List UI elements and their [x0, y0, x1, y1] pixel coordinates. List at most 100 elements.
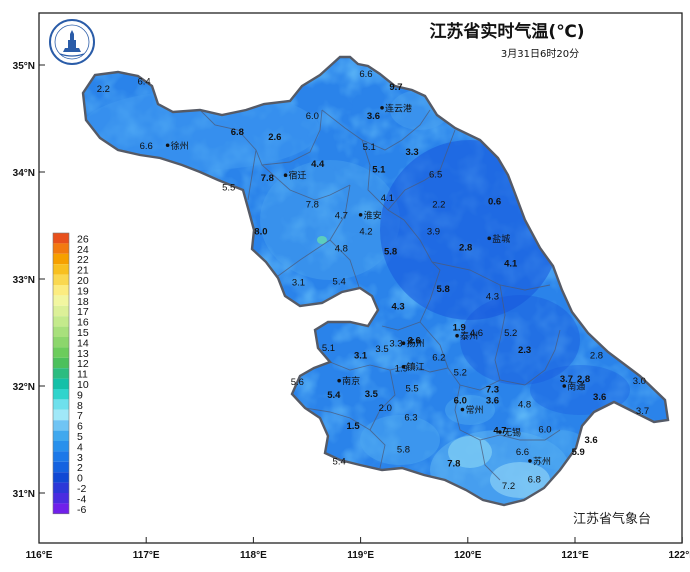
station-temperature: 3.5 — [365, 389, 379, 400]
legend-swatch — [53, 295, 69, 306]
station-temperature: 6.6 — [359, 69, 372, 80]
legend-swatch — [53, 378, 69, 389]
station-temperature: 5.4 — [333, 277, 346, 288]
legend-swatch — [53, 316, 69, 327]
station-temperature: 4.8 — [518, 400, 531, 411]
station-temperature: 4.1 — [381, 193, 394, 204]
station-temperature: 3.1 — [292, 278, 305, 289]
legend-label: 10 — [77, 379, 89, 391]
station-temperature: 3.7 — [636, 406, 649, 417]
station-temperature: 1.9 — [453, 323, 466, 334]
station-temperature: 6.4 — [137, 77, 150, 88]
city-label: 南通 — [567, 381, 585, 393]
legend-label: 24 — [77, 244, 89, 256]
legend-label: 2 — [77, 462, 83, 474]
x-tick-label: 121°E — [561, 550, 589, 561]
station-temperature: 3.0 — [633, 376, 646, 387]
city-label: 南京 — [342, 375, 360, 387]
legend-swatch — [53, 461, 69, 473]
legend-label: -4 — [77, 493, 86, 505]
legend-swatch — [53, 274, 69, 285]
city-label: 泰州 — [460, 330, 478, 342]
city-marker — [401, 364, 406, 369]
station-temperature: 2.2 — [432, 200, 445, 211]
station-temperature: 5.5 — [222, 182, 235, 193]
station-temperature: 5.1 — [322, 343, 335, 354]
station-temperature: 6.2 — [432, 353, 445, 364]
legend-label: 16 — [77, 317, 89, 329]
legend-swatch — [53, 503, 69, 514]
station-temperature: 4.7 — [493, 425, 506, 436]
station-temperature: 5.4 — [327, 390, 341, 401]
station-temperature: 4.3 — [392, 301, 405, 312]
legend-swatch — [53, 305, 69, 317]
legend-label: 22 — [77, 254, 89, 266]
legend-label: 0 — [77, 473, 83, 485]
legend-label: 8 — [77, 400, 83, 412]
city-label: 淮安 — [364, 209, 382, 221]
station-temperature: 9.7 — [389, 82, 402, 93]
legend-label: 12 — [77, 358, 89, 370]
station-temperature: 2.6 — [268, 132, 281, 143]
legend-swatch — [53, 409, 69, 421]
city-label: 无锡 — [503, 428, 521, 439]
x-tick-label: 120°E — [454, 550, 482, 561]
legend-swatch — [53, 326, 69, 337]
station-temperature: 5.8 — [437, 284, 450, 295]
station-temperature: 4.2 — [359, 226, 372, 237]
municipal-boundaries — [199, 109, 561, 481]
legend-label: 18 — [77, 296, 89, 308]
station-temperature: 6.8 — [231, 127, 244, 138]
station-temperature: 7.8 — [261, 173, 274, 184]
station-temperature: 0.6 — [488, 196, 501, 207]
city-marker — [562, 384, 567, 388]
map-timestamp: 3月31日6时20分 — [501, 48, 579, 60]
station-temperature: 2.6 — [408, 335, 421, 346]
city-label: 扬州 — [406, 338, 424, 350]
y-tick-label: 34°N — [13, 168, 35, 179]
station-temperature: 6.0 — [306, 111, 319, 122]
station-temperature: 3.3 — [389, 339, 402, 350]
station-temperature: 3.1 — [354, 350, 368, 361]
station-temperature: 4.1 — [504, 258, 518, 269]
legend-swatch — [53, 243, 69, 254]
legend-label: 20 — [77, 275, 89, 287]
legend-swatch — [53, 399, 69, 410]
y-tick-label: 33°N — [13, 275, 35, 286]
station-temperature: 5.5 — [405, 384, 418, 395]
station-temperature: 3.6 — [584, 435, 597, 446]
station-temperature: 5.1 — [372, 164, 386, 175]
station-temperature: 2.2 — [97, 84, 110, 95]
station-temperature: 2.8 — [459, 242, 472, 253]
legend-label: 7 — [77, 410, 83, 422]
station-temperature: 6.6 — [516, 447, 529, 458]
legend-swatch — [53, 285, 69, 296]
legend-label: 11 — [77, 369, 88, 381]
legend-label: 4 — [77, 441, 83, 453]
city-label: 盐城 — [492, 233, 510, 245]
legend-swatch — [53, 441, 69, 452]
legend-swatch — [53, 253, 69, 265]
city-marker — [283, 173, 288, 178]
city-label: 苏州 — [533, 455, 551, 467]
station-temperature: 4.6 — [470, 328, 483, 339]
y-tick-label: 31°N — [13, 489, 35, 500]
station-temperature: 5.6 — [291, 377, 304, 388]
legend-swatch — [53, 233, 69, 244]
y-tick-label: 32°N — [13, 382, 35, 393]
station-temperature: 7.3 — [486, 385, 499, 396]
city-marker — [528, 459, 532, 463]
map-title: 江苏省实时气温(℃) — [429, 21, 584, 42]
city-marker — [460, 407, 465, 412]
legend-swatch — [53, 430, 69, 441]
station-temperature: 3.7 — [560, 374, 573, 385]
station-temperature: 3.5 — [375, 344, 388, 355]
station-temperature: 4.3 — [486, 292, 499, 303]
legend-swatch — [53, 451, 69, 462]
legend-swatch — [53, 420, 69, 431]
legend-swatch — [53, 347, 69, 358]
legend-label: 15 — [77, 327, 89, 339]
station-temperature: 3.6 — [486, 395, 499, 406]
x-tick-label: 122°E — [669, 550, 690, 561]
